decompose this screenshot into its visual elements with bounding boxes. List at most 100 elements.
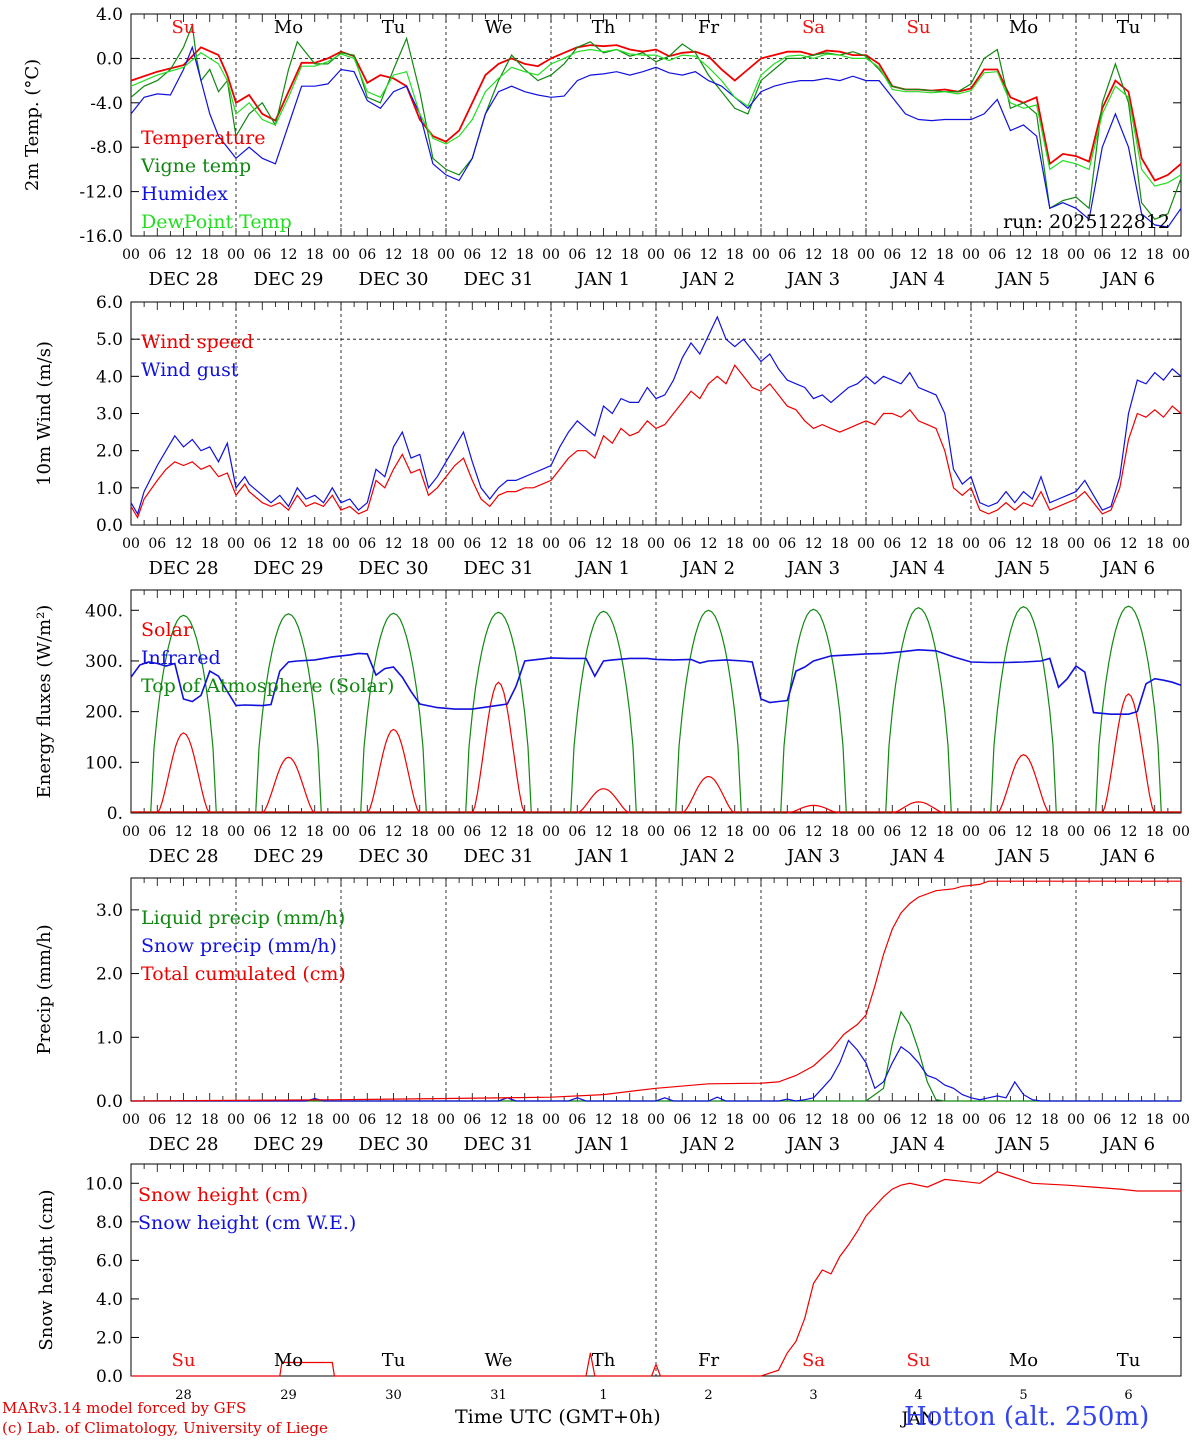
y-tick-label: 10.0 [85, 1174, 123, 1194]
weekday-label-bottom: Fr [698, 1350, 719, 1371]
hour-tick-label: 18 [936, 247, 954, 263]
hour-tick-label: 06 [463, 1112, 481, 1128]
weekday-label: Su [907, 17, 931, 38]
hour-tick-label: 00 [332, 247, 350, 263]
hour-tick-label: 06 [883, 247, 901, 263]
hour-tick-label: 00 [1067, 824, 1085, 840]
hour-tick-label: 06 [568, 1112, 586, 1128]
weekday-label-bottom: Tu [382, 1350, 406, 1371]
hour-tick-label: 06 [1093, 1112, 1111, 1128]
weekday-label: Sa [802, 17, 825, 38]
legend-item: Wind speed [141, 331, 253, 353]
series-humidex [130, 45, 1182, 228]
weekday-label: Tu [382, 17, 406, 38]
hour-tick-label: 12 [280, 536, 298, 552]
day-number: 4 [914, 1388, 922, 1403]
date-label: JAN 4 [890, 846, 945, 867]
hour-tick-label: 18 [726, 536, 744, 552]
hour-tick-label: 18 [1041, 1112, 1059, 1128]
date-label: JAN 3 [785, 1134, 840, 1155]
date-label: JAN 3 [785, 558, 840, 579]
hour-tick-label: 06 [778, 1112, 796, 1128]
legend-item: Liquid precip (mm/h) [141, 907, 345, 929]
series-top-of-atmosphere-solar--peak [885, 607, 952, 814]
hour-tick-label: 00 [857, 536, 875, 552]
legend-item: Total cumulated (cm) [141, 963, 346, 985]
y-tick-label: 1.0 [96, 1028, 123, 1048]
day-number: 1 [599, 1388, 607, 1403]
hour-tick-label: 00 [1172, 1112, 1190, 1128]
weekday-label: Tu [1117, 17, 1141, 38]
series-top-of-atmosphere-solar--peak [465, 611, 532, 814]
hour-tick-label: 12 [1015, 1112, 1033, 1128]
hour-tick-label: 06 [148, 1112, 166, 1128]
series-solar-peak [1101, 693, 1156, 814]
hour-tick-label: 12 [280, 824, 298, 840]
hour-tick-label: 18 [726, 824, 744, 840]
hour-tick-label: 06 [568, 824, 586, 840]
hour-tick-label: 00 [752, 536, 770, 552]
hour-tick-label: 06 [148, 536, 166, 552]
hour-tick-label: 18 [936, 824, 954, 840]
hour-tick-label: 00 [227, 824, 245, 840]
hour-tick-label: 18 [411, 824, 429, 840]
hour-tick-label: 00 [857, 1112, 875, 1128]
hour-tick-label: 06 [568, 536, 586, 552]
day-number: 3 [809, 1388, 817, 1403]
y-axis-label: Precip (mm/h) [34, 924, 55, 1054]
hour-tick-label: 12 [700, 536, 718, 552]
day-number: 5 [1019, 1388, 1027, 1403]
hour-tick-label: 00 [227, 1112, 245, 1128]
hour-tick-label: 06 [1093, 824, 1111, 840]
hour-tick-label: 18 [516, 1112, 534, 1128]
series-top-of-atmosphere-solar--peak [1095, 605, 1162, 814]
hour-tick-label: 12 [490, 824, 508, 840]
hour-tick-label: 12 [385, 536, 403, 552]
y-tick-label: 0.0 [96, 516, 123, 536]
series-solar-peak [156, 732, 211, 814]
y-tick-label: 300. [85, 652, 123, 672]
hour-tick-label: 18 [621, 1112, 639, 1128]
hour-tick-label: 12 [1015, 536, 1033, 552]
date-label: DEC 30 [359, 269, 429, 290]
hour-tick-label: 06 [358, 536, 376, 552]
legend-item: Solar [141, 619, 193, 641]
hour-tick-label: 18 [726, 1112, 744, 1128]
date-label: JAN 4 [890, 558, 945, 579]
hour-tick-label: 00 [227, 536, 245, 552]
legend-item: Wind gust [141, 359, 239, 381]
day-number: 31 [490, 1388, 507, 1403]
weekday-label-bottom: We [485, 1350, 513, 1371]
series-solar-peak [787, 804, 840, 814]
hour-tick-label: 12 [910, 824, 928, 840]
hour-tick-label: 18 [831, 247, 849, 263]
series-solar-peak [681, 775, 736, 814]
date-label: DEC 30 [359, 558, 429, 579]
y-tick-label: 2.0 [96, 442, 123, 462]
hour-tick-label: 18 [201, 247, 219, 263]
hour-tick-label: 06 [568, 247, 586, 263]
hour-tick-label: 00 [647, 536, 665, 552]
hour-tick-label: 06 [1093, 247, 1111, 263]
hour-tick-label: 06 [883, 536, 901, 552]
date-label: DEC 31 [464, 269, 534, 290]
legend-item: DewPoint Temp [141, 211, 292, 233]
series-top-of-atmosphere-solar--peak [990, 606, 1057, 814]
hour-tick-label: 12 [1015, 247, 1033, 263]
series-top-of-atmosphere-solar--peak [360, 612, 427, 814]
panel-frame [130, 589, 1182, 814]
hour-tick-label: 00 [1067, 247, 1085, 263]
hour-tick-label: 06 [988, 247, 1006, 263]
hour-tick-label: 12 [595, 1112, 613, 1128]
series-top-of-atmosphere-solar--peak [675, 609, 742, 814]
date-label: JAN 4 [890, 269, 945, 290]
y-axis-label: 10m Wind (m/s) [34, 341, 55, 486]
hour-tick-label: 00 [857, 247, 875, 263]
hour-tick-label: 12 [490, 536, 508, 552]
hour-tick-label: 12 [595, 536, 613, 552]
hour-tick-label: 18 [726, 247, 744, 263]
hour-tick-label: 12 [280, 247, 298, 263]
y-tick-label: -16.0 [79, 227, 123, 247]
hour-tick-label: 12 [385, 1112, 403, 1128]
y-tick-label: 100. [85, 753, 123, 773]
